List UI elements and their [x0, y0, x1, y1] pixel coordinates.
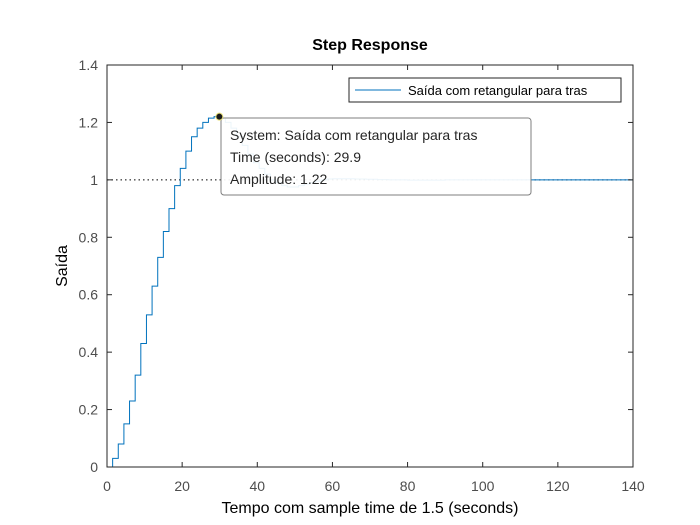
x-tick-label: 60 — [325, 478, 341, 494]
y-tick-label: 0.8 — [79, 229, 99, 245]
x-tick-label: 100 — [471, 478, 495, 494]
datatip-box — [220, 117, 532, 196]
x-tick-label: 80 — [400, 478, 416, 494]
x-axis-ticks: 0 20 40 60 80 100 120 140 — [103, 65, 645, 494]
y-axis-ticks: 0 0.2 0.4 0.6 0.8 1 1.2 1.4 — [79, 57, 633, 475]
y-axis-label: Saída — [54, 245, 71, 287]
datatip-time-label: Time (seconds): 29.9 — [230, 149, 361, 165]
y-tick-label: 0.4 — [79, 344, 99, 360]
legend[interactable]: Saída com retangular para tras — [348, 77, 622, 103]
y-tick-label: 1.2 — [79, 114, 99, 130]
x-tick-label: 0 — [103, 478, 111, 494]
x-tick-label: 140 — [621, 478, 645, 494]
datatip[interactable]: System: Saída com retangular para tras T… — [215, 112, 532, 196]
y-tick-label: 0.2 — [79, 402, 99, 418]
axes-frame — [106, 64, 634, 468]
y-tick-label: 0 — [90, 459, 98, 475]
x-axis-label: Tempo com sample time de 1.5 (seconds) — [221, 500, 518, 517]
chart-title: Step Response — [312, 37, 428, 54]
x-tick-label: 120 — [546, 478, 570, 494]
datatip-amplitude-label: Amplitude: 1.22 — [230, 171, 327, 187]
y-tick-label: 1 — [90, 172, 98, 188]
datatip-marker[interactable] — [215, 112, 224, 121]
x-tick-label: 20 — [174, 478, 190, 494]
x-tick-label: 40 — [249, 478, 265, 494]
y-tick-label: 0.6 — [79, 287, 99, 303]
legend-label: Saída com retangular para tras — [408, 83, 588, 98]
y-tick-label: 1.4 — [79, 57, 99, 73]
datatip-system-label: System: Saída com retangular para tras — [230, 127, 477, 143]
